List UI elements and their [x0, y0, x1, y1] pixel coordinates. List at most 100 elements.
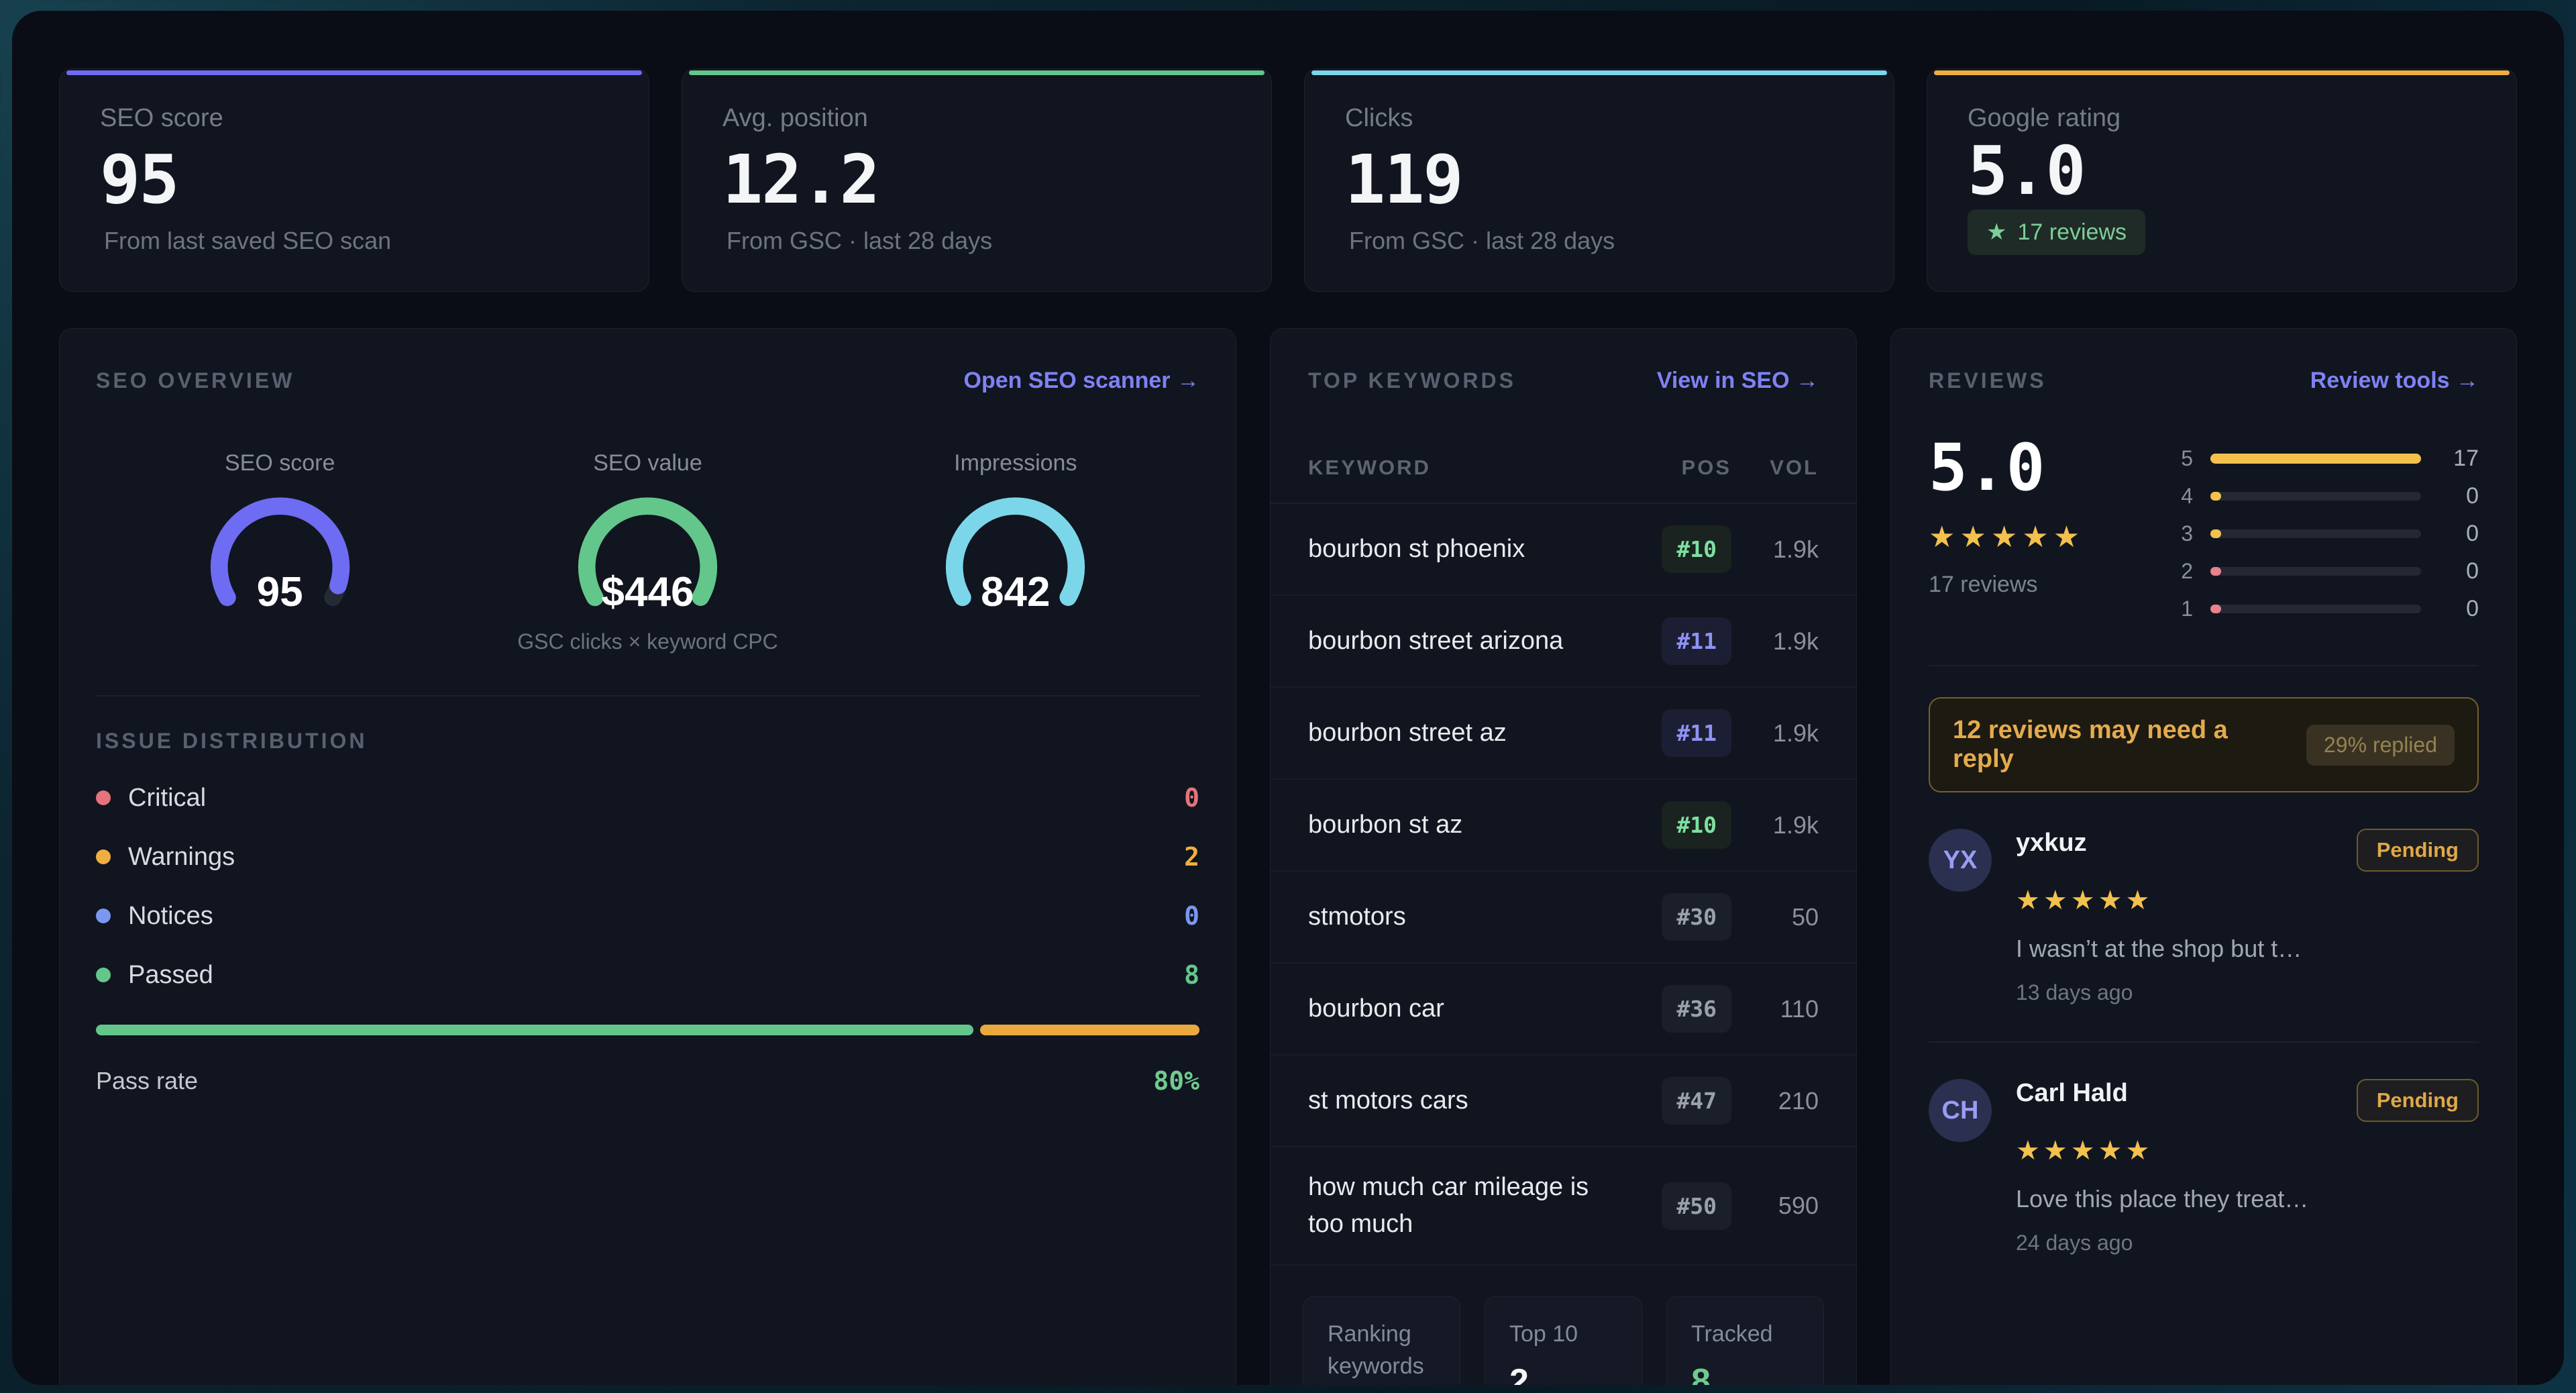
issue-count: 8 [1184, 960, 1199, 990]
issue-label: Notices [128, 901, 213, 930]
keyword-row[interactable]: st motors cars #47 210 [1271, 1055, 1856, 1147]
gauge-value: $446 [601, 569, 694, 615]
keyword-row[interactable]: bourbon car #36 110 [1271, 964, 1856, 1055]
gauge-seo-score: SEO score 95 [96, 450, 464, 658]
keyword-row[interactable]: bourbon street arizona #11 1.9k [1271, 596, 1856, 688]
position-badge: #10 [1662, 525, 1731, 573]
seo-overview-card: SEO OVERVIEW Open SEO scanner → SEO scor… [59, 328, 1236, 1385]
star-level-label: 1 [2181, 596, 2193, 621]
star-level-label: 4 [2181, 483, 2193, 508]
rating-count: 17 reviews [1929, 572, 2038, 597]
bar-fill [2210, 453, 2421, 464]
review-text: Love this place they treat… [2016, 1185, 2309, 1213]
keyword-text: bourbon street az [1308, 718, 1507, 747]
distribution-row-3: 3 0 [2174, 515, 2479, 552]
top-keywords-header: TOP KEYWORDS View in SEO → [1271, 329, 1856, 394]
star-level-count: 0 [2466, 595, 2479, 621]
stat-value: 12.2 [722, 140, 880, 219]
column-pos: POS [1681, 456, 1731, 479]
issue-count: 0 [1184, 901, 1199, 931]
gauge-arc [210, 497, 350, 607]
reviews-summary: 5.0 ★★★★★ 17 reviews 5 17 4 [1929, 435, 2479, 627]
stat-mini-value: 8 [1691, 1361, 1711, 1385]
star-level-label: 3 [2181, 521, 2193, 546]
keywords-table-header: KEYWORD POS VOL [1271, 456, 1856, 504]
reviews-count-badge[interactable]: ★ 17 reviews [1968, 209, 2145, 255]
star-level-count: 0 [2466, 482, 2479, 509]
position-badge: #11 [1662, 709, 1731, 757]
passed-dot-icon [96, 968, 111, 982]
open-seo-scanner-link[interactable]: Open SEO scanner → [963, 368, 1199, 393]
keyword-row[interactable]: bourbon st az #10 1.9k [1271, 780, 1856, 872]
critical-dot-icon [96, 790, 111, 805]
bar-dot [2210, 491, 2221, 501]
view-in-seo-link[interactable]: View in SEO → [1656, 368, 1819, 393]
stat-label: SEO score [100, 104, 223, 132]
stat-label: Avg. position [722, 104, 868, 132]
stat-card-seo-score: SEO score 95 From last saved SEO scan [59, 68, 649, 292]
stat-mini-label: Top 10 [1509, 1321, 1578, 1347]
review-body: yxkuz Pending ★★★★★ I wasn’t at the shop… [2016, 829, 2479, 1005]
position-badge: #36 [1662, 985, 1731, 1033]
issue-label: Warnings [128, 842, 235, 871]
tracked-stat: Tracked 8 [1666, 1296, 1824, 1385]
issue-distribution-title: ISSUE DISTRIBUTION [96, 729, 368, 753]
issue-count: 2 [1184, 842, 1199, 872]
top-keywords-card: TOP KEYWORDS View in SEO → KEYWORD POS V… [1270, 328, 1857, 1385]
review-time: 13 days ago [2016, 980, 2133, 1004]
volume-value: 1.9k [1772, 719, 1819, 747]
position-badge: #50 [1662, 1182, 1731, 1230]
replied-percent-badge: 29% replied [2306, 724, 2455, 766]
pending-status-badge: Pending [2356, 829, 2479, 872]
star-icon: ★ [1986, 219, 2007, 245]
passed-bar-segment [96, 1025, 973, 1035]
distribution-bar [2210, 453, 2421, 464]
keyword-row[interactable]: bourbon st phoenix #10 1.9k [1271, 504, 1856, 596]
reviews-title: REVIEWS [1929, 368, 2047, 393]
top-keywords-title: TOP KEYWORDS [1308, 368, 1516, 393]
stat-mini-label: Tracked [1691, 1321, 1773, 1347]
keyword-row[interactable]: bourbon street az #11 1.9k [1271, 688, 1856, 780]
rating-distribution: 5 17 4 0 [2174, 435, 2479, 627]
star-level-count: 0 [2466, 558, 2479, 584]
notices-dot-icon [96, 909, 111, 923]
stat-value: 119 [1345, 140, 1464, 219]
gauge-arc [578, 497, 718, 607]
avatar: CH [1929, 1079, 1992, 1142]
star-level-count: 0 [2466, 520, 2479, 546]
ranking-keywords-stat: Ranking keywords 8 [1303, 1296, 1460, 1385]
reviews-reply-alert[interactable]: 12 reviews may need a reply 29% replied [1929, 697, 2479, 792]
issue-row-passed: Passed 8 [96, 960, 1199, 990]
review-text: I wasn’t at the shop but t… [2016, 935, 2302, 962]
issue-count: 0 [1184, 783, 1199, 813]
volume-value: 210 [1778, 1086, 1819, 1115]
review-item[interactable]: CH Carl Hald Pending ★★★★★ Love this pla… [1929, 1041, 2479, 1255]
issue-row-critical: Critical 0 [96, 783, 1199, 813]
issue-label: Passed [128, 960, 213, 989]
keyword-text: bourbon street arizona [1308, 626, 1564, 655]
review-body: Carl Hald Pending ★★★★★ Love this place … [2016, 1079, 2479, 1255]
rating-stars-icon: ★★★★★ [1929, 521, 2085, 554]
stat-caption: From GSC · last 28 days [1349, 227, 1615, 254]
volume-value: 1.9k [1772, 627, 1819, 655]
keyword-text: bourbon st phoenix [1308, 534, 1525, 563]
review-stars-icon: ★★★★★ [2016, 886, 2153, 915]
gauge-label: SEO value [593, 450, 702, 476]
keyword-row[interactable]: how much car mileage is too much #50 590 [1271, 1147, 1856, 1266]
distribution-bar [2210, 566, 2421, 576]
warnings-bar-segment [980, 1025, 1199, 1035]
keyword-text: bourbon car [1308, 994, 1444, 1023]
gauge-caption: GSC clicks × keyword CPC [517, 629, 778, 654]
rating-value: 5.0 [1929, 430, 2045, 505]
volume-value: 110 [1780, 994, 1819, 1023]
top-10-stat: Top 10 2 [1485, 1296, 1642, 1385]
keyword-row[interactable]: stmotors #30 50 [1271, 872, 1856, 964]
star-level-label: 2 [2181, 558, 2193, 583]
volume-value: 50 [1791, 902, 1819, 931]
stat-value: 5.0 [1968, 132, 2086, 210]
reviews-count-label: 17 reviews [2017, 219, 2127, 245]
reviews-card: REVIEWS Review tools → 5.0 ★★★★★ 17 revi… [1890, 328, 2517, 1385]
review-item[interactable]: YX yxkuz Pending ★★★★★ I wasn’t at the s… [1929, 829, 2479, 1005]
review-tools-link[interactable]: Review tools → [2310, 368, 2479, 393]
star-level-label: 5 [2181, 446, 2193, 470]
